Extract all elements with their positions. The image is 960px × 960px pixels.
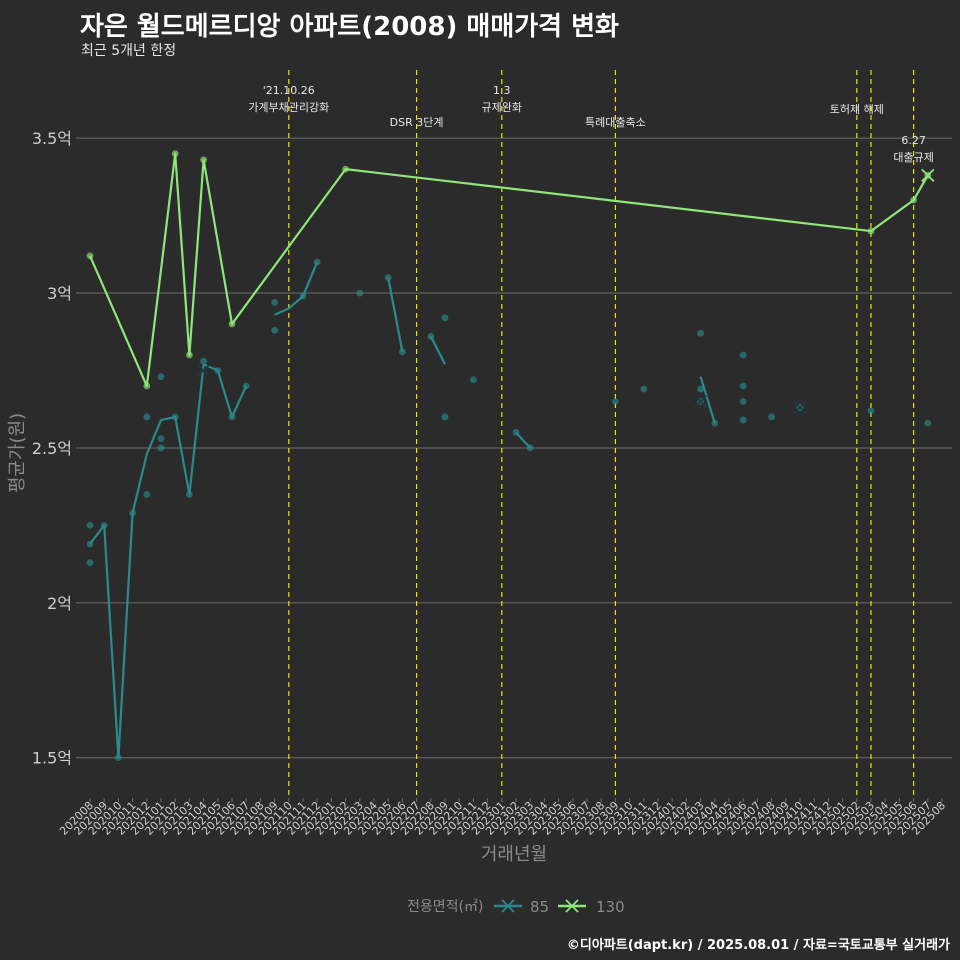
data-point-130	[143, 382, 151, 390]
event-label: 6.27	[901, 134, 926, 147]
event-label: 규제완화	[482, 101, 522, 114]
data-point-85	[441, 413, 449, 421]
data-point-85	[86, 521, 94, 529]
event-label: 토허제 해제	[830, 102, 884, 116]
axes: 1.5억2억2.5억3억3.5억202008202009202010202011…	[32, 129, 948, 838]
data-point-85	[271, 326, 278, 334]
source-footer: ©디아파트(dapt.kr) / 2025.08.01 / 자료=국토교통부 실…	[566, 938, 950, 953]
data-point-85	[739, 416, 747, 424]
data-point-85	[100, 521, 108, 529]
legend-title: 전용면적(㎡)	[407, 899, 483, 915]
data-point-130	[171, 150, 179, 158]
data-point-85	[157, 435, 165, 443]
data-point-130	[342, 165, 349, 173]
data-point-85	[299, 292, 307, 300]
event-label: 대출규제	[893, 151, 933, 164]
data-point-85	[441, 314, 449, 322]
data-point-85	[228, 413, 236, 421]
data-point-85	[86, 559, 94, 566]
data-point-85	[384, 274, 392, 281]
data-point-85	[186, 491, 193, 498]
data-point-85	[200, 357, 208, 365]
legend-label-85: 85	[530, 898, 549, 916]
data-point-85	[115, 754, 122, 762]
data-point-85	[129, 509, 137, 517]
data-point-85	[739, 398, 747, 405]
data-point-85	[86, 540, 94, 548]
data-point-85	[640, 385, 648, 393]
legend-label-130: 130	[596, 898, 625, 916]
data-point-85	[768, 413, 775, 421]
y-tick-label: 3.5억	[32, 129, 72, 148]
legend-x-icon-130	[565, 899, 579, 913]
data-point-130	[910, 196, 917, 204]
data-points	[86, 150, 935, 762]
event-label: 1.3	[493, 84, 511, 97]
x-marker-85	[793, 401, 807, 415]
data-point-85	[470, 376, 477, 384]
data-point-85	[271, 298, 278, 306]
x-marker-85	[693, 394, 708, 409]
legend-item-130: 130	[558, 898, 625, 916]
event-label: DSR 3단계	[390, 116, 444, 129]
chart-subtitle: 최근 5개년 한정	[81, 43, 177, 59]
series-line-85	[699, 376, 716, 424]
y-tick-label: 1.5억	[32, 749, 72, 768]
data-point-85	[143, 413, 151, 421]
data-point-85	[612, 398, 619, 405]
data-point-130	[186, 351, 193, 359]
data-point-85	[711, 419, 719, 427]
y-tick-label: 2.5억	[32, 439, 72, 458]
data-point-85	[739, 382, 747, 390]
x-marker-130	[921, 168, 935, 182]
series-line-85	[89, 363, 248, 759]
data-point-85	[697, 329, 704, 337]
data-point-85	[399, 348, 406, 356]
data-point-85	[356, 289, 364, 297]
series-line-85	[274, 261, 319, 316]
data-point-85	[526, 444, 534, 452]
event-label: 특례대출축소	[585, 116, 646, 129]
data-point-85	[171, 413, 179, 421]
data-point-130	[228, 320, 236, 328]
chart-title: 자은 월드메르디앙 아파트(2008) 매매가격 변화	[80, 12, 619, 42]
data-point-85	[313, 258, 321, 266]
legend-item-85: 85	[494, 898, 549, 916]
series-line-130	[88, 152, 929, 388]
data-point-85	[427, 333, 435, 340]
data-point-85	[157, 373, 165, 381]
series-line-85	[387, 277, 404, 353]
x-axis-title: 거래년월	[481, 844, 547, 865]
x-marker-85	[196, 363, 211, 378]
data-point-85	[143, 491, 151, 498]
y-axis-title: 평균가(원)	[7, 413, 28, 493]
series-lines	[88, 152, 929, 759]
gridlines	[76, 137, 952, 759]
data-point-130	[867, 227, 875, 235]
legend: 전용면적(㎡) 85 130	[407, 898, 625, 916]
data-point-85	[739, 351, 747, 359]
data-point-85	[867, 407, 875, 415]
legend-x-icon-85	[501, 899, 515, 913]
y-tick-label: 2억	[47, 594, 72, 613]
event-label: 가계부채관리강화	[248, 101, 329, 114]
data-point-130	[86, 252, 94, 260]
data-point-85	[157, 444, 165, 452]
series-line-85	[515, 431, 532, 449]
data-point-85	[924, 419, 932, 427]
data-point-130	[200, 156, 208, 164]
data-point-85	[697, 385, 704, 393]
data-point-85	[214, 367, 222, 374]
event-label: '21.10.26	[263, 84, 315, 97]
data-point-85	[242, 382, 250, 390]
series-line-85	[429, 335, 446, 365]
y-tick-label: 3억	[47, 284, 72, 303]
data-point-85	[512, 429, 520, 436]
